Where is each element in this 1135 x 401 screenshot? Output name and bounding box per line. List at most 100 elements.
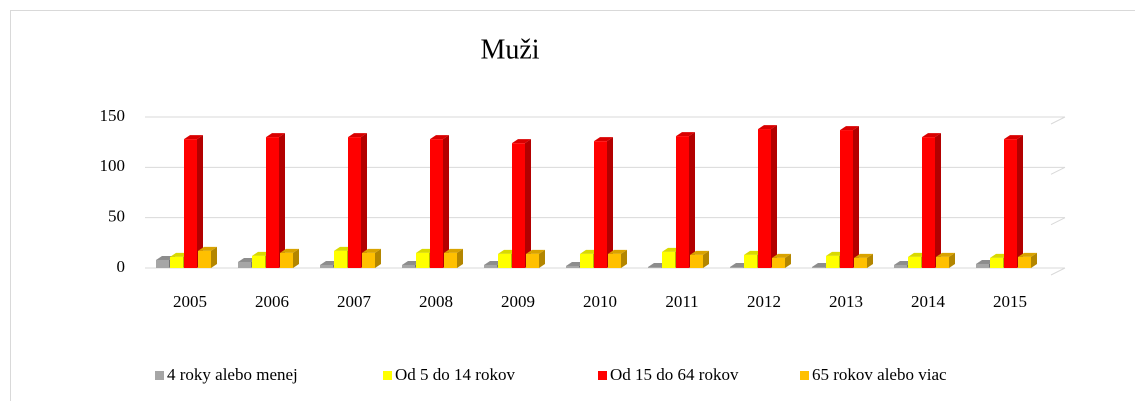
bar — [840, 130, 853, 268]
bar — [280, 252, 293, 268]
legend-label: Od 5 do 14 rokov — [395, 365, 515, 384]
bar-side — [771, 125, 777, 268]
bar — [444, 252, 457, 268]
bar-top — [1018, 252, 1037, 257]
bar — [772, 257, 785, 268]
bar-top — [348, 133, 367, 138]
bar-side — [703, 250, 709, 268]
grid-depth — [1050, 116, 1066, 125]
bar — [990, 257, 1003, 268]
y-tick-label: 50 — [108, 207, 125, 226]
bar-top — [772, 253, 791, 258]
bar-top — [512, 139, 531, 144]
bar — [198, 250, 211, 268]
bar-side — [361, 133, 367, 268]
x-tick-label: 2013 — [829, 292, 863, 311]
x-tick-label: 2014 — [911, 292, 946, 311]
bar — [580, 253, 593, 268]
bar-side — [935, 133, 941, 268]
bar — [854, 257, 867, 268]
bar-top — [922, 133, 941, 138]
bar — [662, 251, 675, 268]
bar — [894, 264, 907, 268]
bar-side — [279, 133, 285, 268]
bar — [908, 256, 921, 268]
bar — [484, 264, 497, 268]
x-tick-label: 2010 — [583, 292, 617, 311]
bar-top — [198, 246, 217, 251]
bar — [690, 254, 703, 268]
bar-top — [1004, 135, 1023, 140]
bar-side — [525, 139, 531, 268]
legend-label: 65 rokov alebo viac — [812, 365, 947, 384]
bar — [430, 139, 443, 268]
x-tick-label: 2009 — [501, 292, 535, 311]
bar-side — [689, 132, 695, 268]
bar — [608, 253, 621, 268]
x-tick-label: 2011 — [665, 292, 698, 311]
bar-top — [936, 252, 955, 257]
y-tick-label: 100 — [100, 156, 126, 175]
bar — [812, 266, 825, 268]
bar — [348, 137, 361, 268]
bar — [566, 265, 579, 268]
grid-depth — [1050, 267, 1066, 276]
chart-title: Muži — [480, 34, 539, 65]
bar-side — [853, 126, 859, 268]
x-tick-label: 2008 — [419, 292, 453, 311]
bar-top — [184, 135, 203, 140]
bar-top — [854, 253, 873, 258]
bar-side — [443, 135, 449, 268]
bar-side — [1017, 135, 1023, 268]
bar-top — [840, 126, 859, 131]
bar — [362, 252, 375, 268]
bar — [1018, 256, 1031, 268]
bar — [184, 139, 197, 268]
legend-swatch — [155, 371, 164, 380]
chart-frame — [10, 10, 1135, 401]
y-tick-label: 150 — [100, 106, 126, 125]
bar-top — [430, 135, 449, 140]
bar — [594, 141, 607, 268]
x-tick-label: 2007 — [337, 292, 372, 311]
legend-swatch — [598, 371, 607, 380]
grid-depth — [1050, 166, 1066, 175]
bar-side — [293, 248, 299, 268]
bar — [648, 266, 661, 268]
bar — [498, 253, 511, 268]
bar — [744, 254, 757, 268]
bar-top — [594, 137, 613, 142]
bar — [334, 250, 347, 268]
bar-top — [266, 133, 285, 138]
bar — [238, 261, 251, 268]
legend-swatch — [383, 371, 392, 380]
bar-top — [608, 249, 627, 254]
x-tick-label: 2006 — [255, 292, 289, 311]
bar — [976, 263, 989, 268]
bar — [170, 256, 183, 268]
bar-top — [690, 250, 709, 255]
bar — [416, 252, 429, 268]
grid-depth — [1050, 217, 1066, 226]
bar-top — [676, 132, 695, 137]
bar-side — [785, 253, 791, 268]
bar-top — [280, 248, 299, 253]
legend-label: Od 15 do 64 rokov — [610, 365, 739, 384]
bar — [266, 137, 279, 268]
bar — [676, 136, 689, 268]
y-tick-label: 0 — [117, 257, 126, 276]
bar-side — [949, 252, 955, 268]
x-tick-label: 2012 — [747, 292, 781, 311]
legend-swatch — [800, 371, 809, 380]
bar-side — [607, 137, 613, 268]
x-tick-label: 2015 — [993, 292, 1027, 311]
bar — [1004, 139, 1017, 268]
legend-label: 4 roky alebo menej — [167, 365, 298, 384]
bar — [156, 259, 169, 268]
bar — [922, 137, 935, 268]
bar — [320, 264, 333, 268]
bar-side — [457, 248, 463, 268]
bar-side — [197, 135, 203, 268]
bar-side — [1031, 252, 1037, 268]
